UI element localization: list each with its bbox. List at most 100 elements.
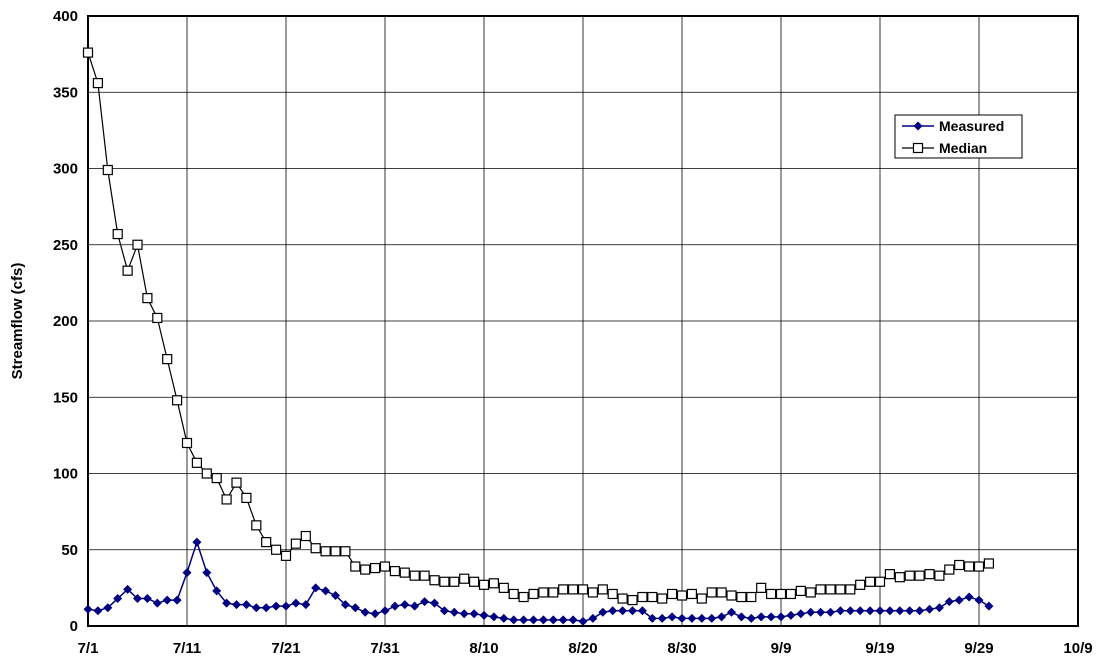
- measured-point: [103, 603, 113, 613]
- measured-point: [350, 603, 360, 613]
- measured-point: [786, 610, 796, 620]
- measured-point: [489, 612, 499, 622]
- x-tick-label: 8/20: [568, 640, 597, 657]
- plot-frame: [87, 15, 1079, 627]
- median-point: [112, 228, 123, 240]
- median-point: [498, 582, 509, 593]
- median-point: [389, 565, 400, 577]
- median-point: [449, 576, 460, 587]
- median-point: [538, 587, 549, 598]
- median-point: [528, 588, 539, 600]
- measured-point: [835, 606, 845, 616]
- x-tick-label: 7/31: [370, 640, 399, 657]
- measured-point: [390, 601, 400, 611]
- measured-point: [598, 607, 608, 617]
- median-point: [211, 472, 222, 484]
- measured-point: [321, 586, 331, 596]
- measured-point: [400, 600, 410, 610]
- measured-point: [736, 612, 746, 622]
- median-point: [201, 468, 212, 479]
- median-point: [805, 587, 816, 598]
- measured-point: [301, 600, 311, 610]
- measured-point: [113, 594, 123, 604]
- measured-point: [182, 568, 192, 578]
- median-point: [409, 570, 420, 581]
- median-point: [558, 584, 569, 595]
- legend: Measured Median: [894, 114, 1023, 159]
- median-point: [320, 546, 331, 557]
- measured-point: [637, 606, 647, 616]
- measured-point: [934, 603, 944, 613]
- measured-point: [360, 607, 370, 617]
- measured-point: [548, 615, 558, 625]
- measured-point: [766, 612, 776, 622]
- median-point: [508, 588, 519, 600]
- measured-point: [558, 615, 568, 625]
- median-point: [548, 587, 559, 598]
- series-layer: [82, 47, 995, 626]
- measured-point: [974, 595, 984, 605]
- x-tick-label: 10/9: [1063, 640, 1092, 657]
- measured-point: [509, 615, 519, 625]
- median-point: [122, 265, 133, 276]
- median-point: [488, 578, 499, 589]
- measured-point: [915, 606, 925, 616]
- measured-point: [420, 597, 430, 607]
- x-tick-label: 8/30: [667, 640, 696, 657]
- measured-point: [657, 613, 667, 623]
- median-point: [617, 593, 628, 604]
- median-point: [379, 561, 391, 572]
- median-point: [261, 537, 272, 548]
- measured-point: [954, 595, 964, 605]
- median-point: [429, 575, 440, 586]
- measured-point: [677, 613, 687, 623]
- measured-point: [618, 606, 628, 616]
- median-point: [478, 579, 490, 590]
- median-point: [241, 492, 252, 503]
- measured-point: [261, 603, 271, 613]
- median-point: [666, 588, 678, 600]
- measured-point: [964, 592, 974, 602]
- median-point: [221, 494, 232, 505]
- median-point: [647, 591, 658, 603]
- measured-point: [667, 612, 677, 622]
- median-point: [736, 591, 747, 603]
- measured-point: [331, 591, 340, 600]
- legend-measured-label: Measured: [939, 118, 1004, 134]
- measured-point: [449, 607, 459, 617]
- median-point: [340, 546, 351, 557]
- median-point: [874, 576, 886, 587]
- measured-point: [281, 601, 291, 611]
- median-point: [152, 312, 163, 324]
- median-point: [280, 550, 292, 561]
- measured-point: [826, 607, 835, 617]
- median-point: [973, 561, 985, 572]
- median-point: [518, 591, 529, 603]
- measured-point: [123, 584, 133, 594]
- y-tick-label: 300: [53, 161, 78, 178]
- measured-point: [588, 613, 598, 623]
- median-point: [310, 543, 321, 554]
- median-point: [954, 559, 965, 571]
- median-point: [756, 582, 767, 593]
- y-tick-label: 100: [53, 466, 78, 483]
- measured-point: [717, 612, 727, 622]
- median-point: [597, 584, 608, 595]
- measured-point: [291, 598, 301, 608]
- median-point: [726, 590, 737, 601]
- measured-point: [133, 594, 142, 604]
- x-tick-label: 9/29: [964, 640, 993, 657]
- median-point: [370, 562, 381, 574]
- median-point: [637, 591, 648, 603]
- measured-point: [796, 609, 806, 619]
- median-point: [815, 584, 826, 595]
- measured-point: [410, 601, 420, 611]
- x-tick-label: 7/11: [173, 640, 201, 657]
- measured-point: [578, 616, 588, 626]
- median-point: [162, 354, 173, 365]
- x-tick-label: 7/1: [78, 640, 99, 657]
- x-tick-label: 8/10: [469, 640, 498, 657]
- median-point: [686, 588, 698, 600]
- median-point: [835, 584, 846, 595]
- measured-point: [459, 609, 469, 619]
